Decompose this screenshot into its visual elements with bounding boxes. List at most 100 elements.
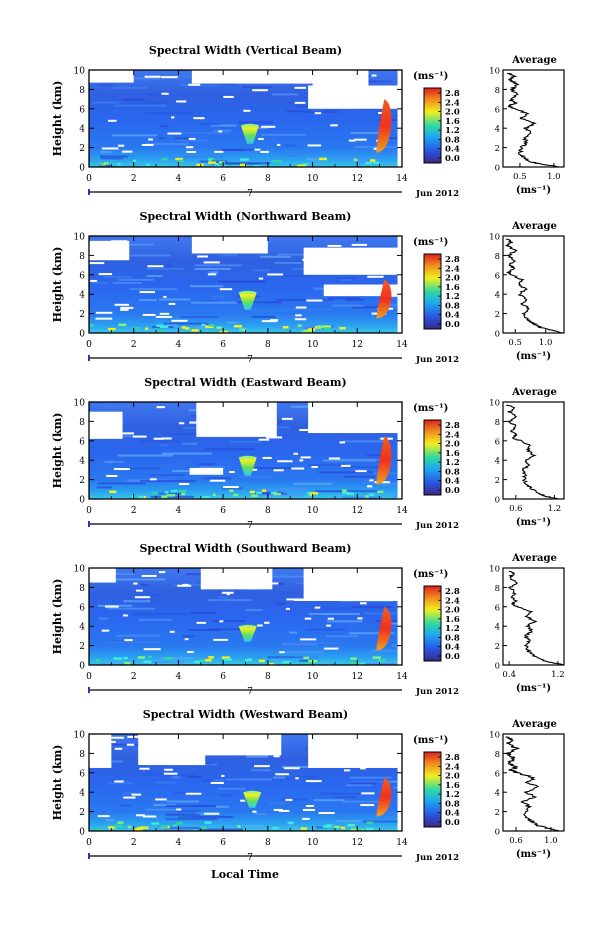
low-level-speck [261, 489, 267, 492]
y-tick-label: 0 [79, 496, 85, 506]
low-level-speck [198, 659, 205, 663]
heatmap-field [89, 734, 402, 832]
data-gap [191, 70, 320, 84]
missing-data-dash [252, 89, 268, 92]
missing-data-dash [358, 742, 373, 745]
texture-stripe [106, 461, 114, 464]
low-level-speck [181, 326, 187, 329]
texture-stripe [173, 155, 224, 158]
low-level-speck [231, 164, 237, 168]
texture-stripe [207, 599, 252, 602]
texture-stripe [198, 463, 215, 466]
colorbar-tick-label: 1.2 [445, 624, 460, 634]
low-level-speck [339, 326, 346, 330]
colorbar [423, 87, 442, 164]
texture-stripe [140, 480, 196, 483]
missing-data-dash [171, 319, 188, 322]
low-level-speck [204, 658, 212, 662]
y-tick-label: 4 [79, 623, 85, 633]
texture-stripe [150, 495, 194, 498]
missing-data-dash [260, 150, 269, 153]
no-data-strip [397, 70, 402, 167]
texture-stripe [139, 299, 157, 302]
average-x-label: (ms⁻¹) [516, 517, 551, 528]
average-frame [502, 235, 565, 334]
texture-stripe [215, 317, 248, 320]
missing-data-dash [273, 469, 284, 472]
texture-stripe [218, 280, 266, 283]
texture-stripe [124, 77, 160, 80]
missing-data-dash [142, 313, 156, 316]
low-level-speck [114, 824, 123, 828]
colorbar-tick-label: 2.4 [445, 430, 460, 440]
x-tick-label: 2 [131, 506, 137, 516]
texture-stripe [281, 274, 314, 277]
missing-data-dash [357, 748, 373, 751]
missing-data-dash [226, 593, 230, 596]
heatmap-field [89, 236, 402, 334]
missing-data-dash [124, 639, 133, 642]
low-level-speck [191, 329, 199, 332]
missing-data-dash [320, 578, 333, 581]
x-tick-label: 4 [176, 672, 182, 682]
low-level-speck [365, 161, 373, 165]
average-y-tick-label: 2 [495, 144, 500, 154]
missing-data-dash [126, 743, 135, 746]
low-level-speck [199, 826, 208, 830]
low-level-speck [173, 824, 177, 827]
texture-stripe [305, 158, 324, 161]
y-tick-label: 8 [79, 584, 85, 594]
texture-stripe [207, 628, 253, 631]
day-label: 7 [247, 853, 253, 863]
missing-data-dash [184, 638, 189, 641]
missing-data-dash [327, 412, 340, 415]
colorbar [423, 751, 442, 828]
texture-stripe [386, 303, 402, 306]
missing-data-dash [158, 571, 166, 574]
texture-stripe [296, 582, 305, 585]
colorbar-tick-label: 1.2 [445, 790, 460, 800]
colorbar-tick-label: 0.8 [445, 467, 460, 477]
texture-stripe [190, 285, 224, 288]
missing-data-dash [132, 435, 147, 438]
x-tick-label: 12 [352, 506, 363, 516]
low-level-speck [323, 327, 330, 330]
missing-data-dash [334, 103, 347, 106]
y-axis-label: Height (km) [51, 745, 64, 821]
texture-stripe [305, 628, 347, 631]
texture-stripe [245, 609, 263, 612]
average-y-tick-label: 6 [495, 271, 500, 281]
missing-data-dash [182, 583, 189, 586]
missing-data-dash [219, 288, 233, 291]
texture-stripe [145, 143, 189, 146]
missing-data-dash [110, 240, 128, 243]
missing-data-dash [294, 318, 307, 321]
texture-stripe [186, 573, 203, 576]
x-tick-label: 14 [396, 174, 408, 184]
data-gap [323, 284, 402, 297]
colorbar-tick-label: 0.0 [445, 652, 460, 662]
colorbar-tick-label: 2.4 [445, 762, 460, 772]
low-level-speck [170, 489, 178, 493]
missing-data-dash [90, 279, 98, 282]
colorbar-unit: (ms⁻¹) [413, 569, 448, 580]
missing-data-dash [338, 739, 347, 742]
texture-stripe [226, 321, 238, 324]
colorbar [423, 585, 442, 662]
missing-data-dash [357, 617, 363, 620]
missing-data-dash [344, 769, 351, 772]
texture-stripe [121, 98, 143, 101]
no-data-strip [397, 236, 402, 333]
low-level-speck [233, 493, 239, 497]
data-gap [200, 734, 282, 756]
missing-data-dash [351, 243, 368, 246]
x-tick-label: 14 [396, 672, 408, 682]
low-level-speck [251, 494, 258, 497]
missing-data-dash [161, 437, 172, 440]
texture-stripe [108, 641, 160, 644]
data-gap [196, 402, 277, 437]
texture-stripe [335, 277, 356, 280]
missing-data-dash [382, 93, 399, 96]
texture-stripe [229, 440, 262, 443]
convective-plume [243, 790, 262, 808]
